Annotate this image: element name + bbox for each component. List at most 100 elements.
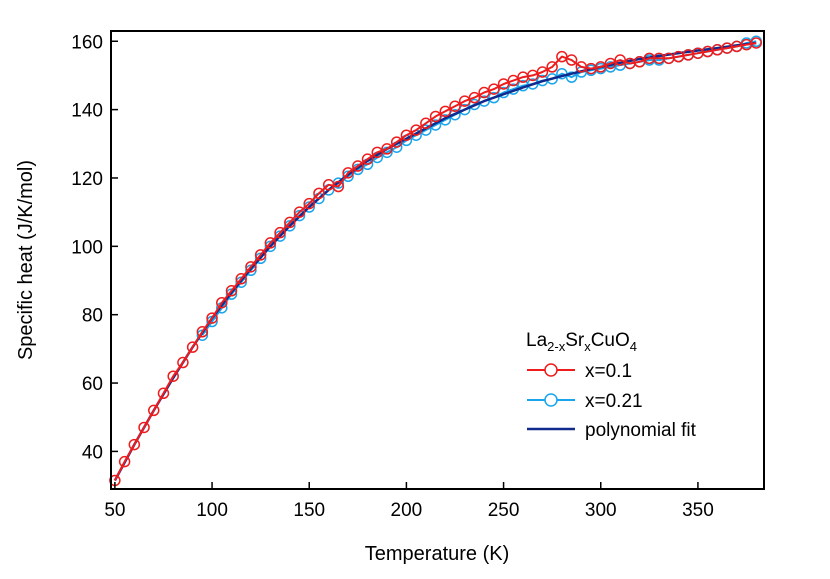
data-point-x-0-1 — [167, 370, 179, 382]
legend-title-part: 4 — [630, 339, 637, 354]
data-point-x-0-1 — [458, 95, 471, 107]
data-point-x-0-1 — [536, 66, 549, 78]
data-point-x-0-21 — [225, 288, 238, 300]
data-point-x-0-21 — [458, 103, 471, 116]
data-point-x-0-21 — [274, 230, 286, 242]
series-line-polynomial-fit — [113, 41, 757, 482]
data-point-x-0-1 — [507, 74, 520, 87]
legend-entry-polynomial-fit: polynomial fit — [527, 420, 697, 441]
data-point-x-0-1 — [186, 341, 199, 353]
data-point-x-0-1 — [390, 136, 403, 148]
legend-entry-x-0-1: x=0.1 — [527, 361, 632, 382]
series-line-x-0-21 — [201, 40, 757, 336]
data-point-x-0-1 — [604, 57, 617, 70]
data-point-x-0-1 — [245, 261, 257, 273]
data-point-x-0-1 — [381, 143, 393, 155]
data-point-x-0-1 — [565, 54, 578, 66]
data-point-x-0-1 — [468, 91, 481, 104]
data-point-x-0-1 — [235, 273, 247, 285]
data-point-x-0-1 — [274, 226, 286, 239]
data-point-x-0-1 — [439, 105, 452, 118]
data-point-x-0-1 — [750, 37, 762, 49]
data-point-x-0-1 — [478, 86, 490, 99]
x-tick-label-300: 300 — [585, 500, 617, 521]
legend-label: x=0.21 — [585, 391, 643, 412]
x-tick-label-200: 200 — [391, 500, 423, 521]
legend-entry-x-0-21: x=0.21 — [527, 391, 643, 412]
y-tick-label-40: 40 — [82, 442, 103, 463]
data-point-x-0-1 — [429, 110, 442, 123]
data-point-x-0-1 — [400, 129, 413, 141]
series-x-0-1 — [109, 37, 762, 487]
data-point-x-0-1 — [284, 216, 296, 229]
data-point-x-0-1 — [138, 421, 150, 434]
data-point-x-0-1 — [118, 455, 131, 468]
series-x-0-21 — [196, 35, 762, 341]
data-point-x-0-1 — [225, 285, 238, 297]
data-point-x-0-1 — [254, 249, 267, 261]
data-point-x-0-1 — [196, 326, 209, 338]
legend-swatch-marker — [544, 363, 558, 377]
data-point-x-0-1 — [352, 160, 364, 172]
data-point-x-0-1 — [157, 387, 170, 400]
y-axis-label: Specific heat (J/K/mol) — [15, 160, 37, 360]
legend-title-part: 2-x — [547, 339, 566, 354]
data-point-x-0-1 — [128, 438, 141, 451]
data-point-x-0-21 — [293, 209, 306, 222]
data-point-x-0-1 — [148, 404, 160, 417]
data-point-x-0-21 — [449, 108, 461, 121]
x-tick-label-250: 250 — [488, 500, 520, 521]
legend-title-part: Sr — [565, 330, 585, 351]
x-tick-label-50: 50 — [104, 500, 125, 521]
data-point-x-0-1 — [293, 206, 306, 218]
y-tick-label-140: 140 — [71, 101, 103, 122]
ticks-layer: 50 100 150 200 250 300 350 40 60 80 100 120 140 160 — [71, 32, 713, 521]
plot-frame — [110, 30, 765, 490]
data-point-x-0-1 — [313, 187, 325, 200]
y-tick-label-160: 160 — [71, 32, 103, 53]
data-point-x-0-21 — [284, 220, 296, 232]
data-point-x-0-1 — [216, 296, 228, 309]
legend-title-part: x — [584, 339, 591, 354]
y-tick-label-120: 120 — [71, 169, 103, 190]
data-point-x-0-1 — [633, 56, 646, 68]
data-point-x-0-1 — [303, 197, 315, 210]
data-point-x-0-1 — [595, 61, 607, 73]
y-tick-label-80: 80 — [82, 306, 103, 327]
legend: La2-xSrxCuO4 x=0.1 x=0.21 polynomial fit — [526, 330, 697, 441]
data-point-x-0-1 — [488, 83, 500, 95]
legend-swatch-marker — [544, 393, 558, 407]
legend-entries: x=0.1 x=0.21 polynomial fit — [527, 361, 697, 441]
data-point-x-0-1 — [497, 78, 510, 90]
data-point-x-0-1 — [332, 180, 345, 193]
legend-title: La2-xSrxCuO4 — [526, 330, 637, 354]
data-point-x-0-1 — [264, 237, 277, 249]
legend-label: polynomial fit — [585, 420, 697, 441]
data-point-x-0-1 — [342, 167, 354, 179]
series-line-x-0-1 — [114, 42, 757, 481]
x-axis-label: Temperature (K) — [365, 543, 510, 565]
data-point-x-0-21 — [488, 91, 500, 104]
data-point-x-0-1 — [206, 312, 218, 324]
data-point-x-0-1 — [526, 69, 539, 82]
data-point-x-0-21 — [342, 170, 354, 183]
data-point-x-0-1 — [177, 356, 189, 369]
data-point-x-0-21 — [264, 240, 277, 253]
data-point-x-0-1 — [546, 61, 558, 73]
data-point-x-0-21 — [478, 95, 490, 107]
data-point-x-0-1 — [614, 54, 626, 66]
x-tick-label-100: 100 — [196, 500, 228, 521]
series-polynomial-fit — [113, 41, 757, 482]
y-tick-label-60: 60 — [82, 374, 103, 395]
data-point-x-0-1 — [410, 124, 422, 136]
data-point-x-0-21 — [565, 71, 578, 83]
data-point-x-0-1 — [420, 117, 432, 130]
data-point-x-0-1 — [556, 50, 568, 63]
legend-title-part: CuO — [591, 330, 630, 351]
data-point-x-0-1 — [361, 153, 374, 165]
data-point-x-0-1 — [371, 146, 384, 159]
series-layer — [109, 35, 762, 487]
legend-title-part: La — [526, 330, 548, 351]
y-tick-label-100: 100 — [71, 237, 103, 258]
